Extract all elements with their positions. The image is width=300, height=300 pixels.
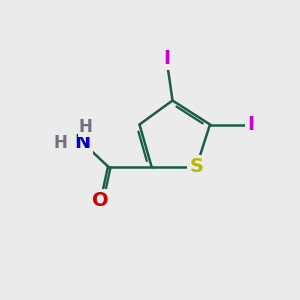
Text: I: I: [163, 49, 170, 68]
Text: S: S: [190, 157, 203, 176]
Text: N: N: [74, 133, 91, 152]
Text: H: H: [79, 118, 92, 136]
Text: I: I: [247, 115, 254, 134]
Text: O: O: [92, 191, 109, 211]
Text: H: H: [54, 134, 68, 152]
